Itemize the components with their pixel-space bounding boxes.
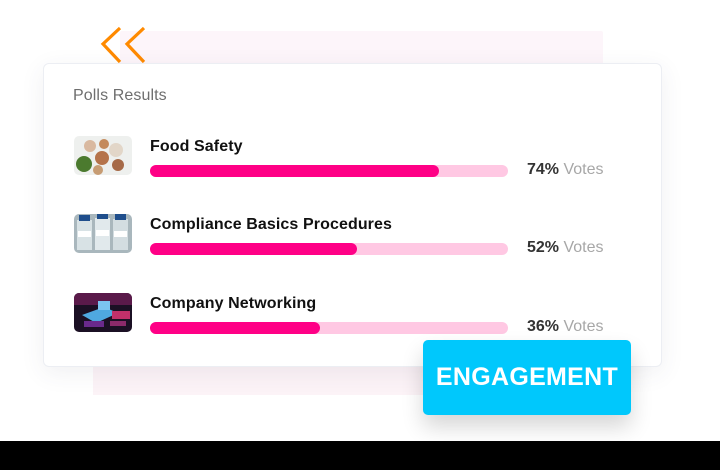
- poll-row-networking: Company Networking 36% Votes: [44, 293, 661, 353]
- polls-results-card: Polls Results Food Safety 74% Votes: [43, 63, 662, 367]
- poll-progress-track: [150, 243, 508, 255]
- votes-label: Votes: [563, 318, 604, 335]
- poll-label: Food Safety: [150, 138, 243, 155]
- poll-votes: 52% Votes: [527, 239, 604, 257]
- food-dishes-image: [74, 136, 132, 175]
- poll-progress-track: [150, 165, 508, 177]
- poll-votes: 74% Votes: [527, 161, 604, 179]
- poll-votes: 36% Votes: [527, 318, 604, 336]
- poll-label: Compliance Basics Procedures: [150, 216, 393, 233]
- votes-label: Votes: [563, 239, 604, 256]
- poll-progress-fill: [150, 243, 357, 255]
- bottom-black-band: [0, 441, 720, 470]
- engagement-badge: ENGAGEMENT: [423, 340, 631, 415]
- vaccine-vials-image: [74, 214, 132, 253]
- poll-percent: 74%: [527, 161, 560, 178]
- poll-percent: 52%: [527, 239, 560, 256]
- neon-computer-image: [74, 293, 132, 332]
- card-title: Polls Results: [73, 87, 167, 104]
- poll-row-compliance: Compliance Basics Procedures 52% Votes: [44, 214, 661, 274]
- poll-progress-fill: [150, 165, 439, 177]
- votes-label: Votes: [563, 161, 604, 178]
- poll-progress-track: [150, 322, 508, 334]
- poll-progress-fill: [150, 322, 320, 334]
- poll-label: Company Networking: [150, 295, 317, 312]
- poll-row-food-safety: Food Safety 74% Votes: [44, 136, 661, 196]
- double-chevron-left-icon: [100, 26, 146, 64]
- poll-percent: 36%: [527, 318, 560, 335]
